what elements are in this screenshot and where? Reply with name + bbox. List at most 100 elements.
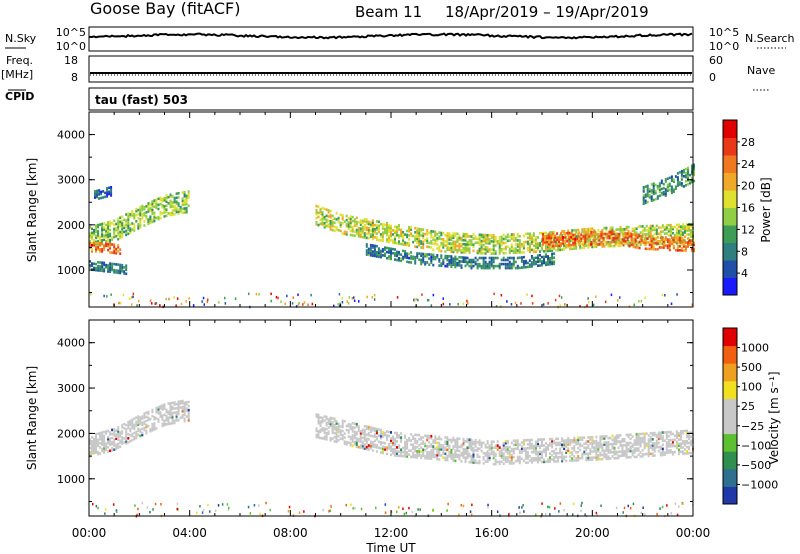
echo-cell: [388, 247, 390, 250]
echo-cell: [484, 248, 487, 251]
echo-cell: [377, 255, 380, 259]
echo-cell: [541, 261, 543, 265]
echo-cell: [557, 457, 560, 461]
echo-cell: [414, 439, 417, 443]
echo-cell: [183, 417, 186, 421]
echo-cell: [688, 445, 690, 449]
echo-cell: [617, 454, 620, 458]
echo-cell: [410, 455, 413, 459]
echo-cell: [357, 235, 360, 238]
echo-cell: [101, 261, 104, 264]
echo-cell: [438, 237, 441, 240]
echo-cell: [632, 239, 635, 243]
noise-cell: [154, 502, 157, 506]
echo-cell: [636, 234, 639, 237]
echo-cell: [619, 454, 622, 458]
echo-cell: [430, 231, 433, 235]
echo-cell: [551, 450, 554, 453]
echo-cell: [424, 442, 427, 446]
noise-cell: [277, 296, 279, 300]
echo-cell: [187, 410, 190, 414]
echo-cell: [673, 233, 676, 237]
echo-cell: [99, 269, 102, 272]
echo-cell: [117, 229, 120, 233]
noise-cell: [596, 513, 598, 517]
echo-cell: [486, 264, 489, 268]
echo-cell: [564, 234, 567, 237]
echo-cell: [620, 241, 623, 244]
echo-cell: [557, 460, 560, 463]
echo-cell: [151, 427, 154, 430]
noise-cell: [218, 301, 220, 304]
echo-cell: [111, 264, 114, 268]
echo-cell: [664, 244, 667, 247]
echo-cell: [486, 262, 489, 266]
echo-cell: [365, 232, 368, 236]
echo-cell: [587, 444, 590, 447]
echo-cell: [522, 234, 525, 238]
echo-cell: [576, 237, 579, 241]
noise-cell: [584, 513, 586, 516]
echo-cell: [369, 235, 372, 238]
echo-cell: [113, 440, 116, 443]
echo-cell: [647, 230, 650, 234]
noise-cell: [600, 504, 602, 507]
echo-cell: [394, 229, 396, 233]
echo-cell: [183, 211, 186, 214]
echo-cell: [605, 226, 608, 230]
echo-cell: [396, 242, 398, 245]
noise-cell: [661, 293, 664, 297]
echo-cell: [514, 239, 517, 242]
echo-cell: [424, 261, 427, 264]
echo-cell: [458, 264, 461, 267]
echo-cell: [591, 436, 594, 439]
echo-cell: [551, 254, 554, 258]
echo-cell: [321, 213, 324, 216]
echo-cell: [553, 439, 556, 443]
echo-cell: [110, 192, 113, 195]
echo-cell: [327, 430, 330, 433]
echo-cell: [482, 264, 485, 268]
echo-cell: [645, 432, 648, 435]
echo-cell: [530, 265, 533, 268]
echo-cell: [123, 218, 126, 221]
echo-cell: [458, 449, 461, 453]
echo-cell: [470, 258, 473, 262]
echo-cell: [554, 234, 557, 238]
echo-cell: [169, 416, 172, 419]
echo-cell: [506, 447, 509, 451]
echo-cell: [633, 439, 636, 442]
echo-cell: [655, 232, 658, 236]
echo-cell: [113, 268, 116, 272]
echo-cell: [675, 430, 678, 433]
echo-cell: [428, 453, 431, 456]
echo-cell: [394, 443, 396, 447]
echo-cell: [371, 449, 374, 452]
echo-cell: [97, 265, 100, 268]
echo-cell: [502, 237, 505, 241]
echo-cell: [410, 433, 413, 436]
echo-cell: [687, 174, 689, 178]
echo-cell: [369, 426, 372, 429]
echo-cell: [185, 403, 188, 406]
echo-cell: [450, 242, 453, 245]
echo-cell: [539, 444, 541, 448]
echo-cell: [444, 452, 447, 456]
echo-cell: [105, 229, 108, 233]
noise-cell: [405, 511, 408, 515]
echo-cell: [145, 205, 148, 208]
echo-cell: [508, 264, 511, 268]
echo-cell: [177, 406, 180, 410]
echo-cell: [315, 208, 318, 212]
echo-cell: [476, 262, 479, 266]
echo-cell: [448, 236, 451, 239]
noise-cell: [346, 300, 348, 303]
noise-cell: [136, 304, 138, 307]
echo-cell: [381, 237, 384, 240]
echo-cell: [518, 266, 521, 270]
echo-cell: [414, 437, 417, 441]
echo-cell: [651, 224, 654, 228]
echo-cell: [627, 240, 630, 243]
echo-cell: [386, 234, 388, 237]
